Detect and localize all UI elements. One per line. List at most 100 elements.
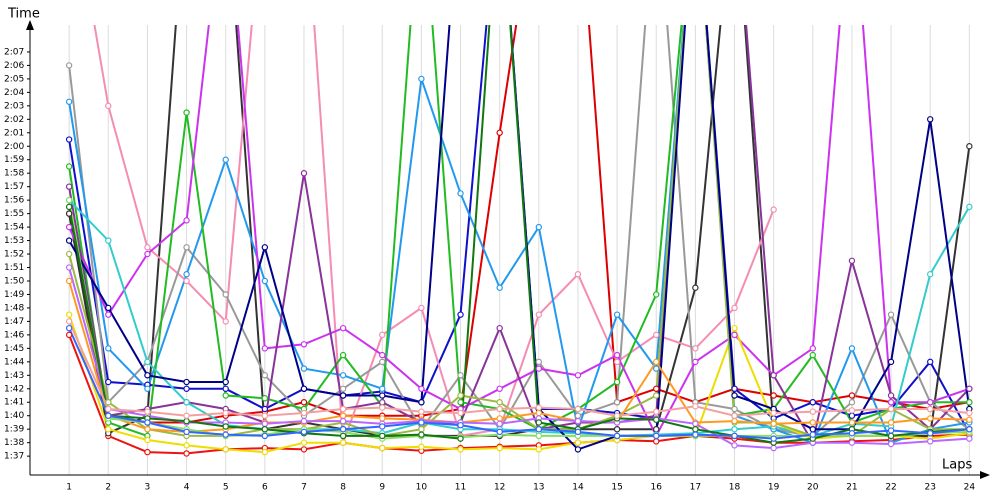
point <box>418 304 425 312</box>
point <box>183 244 190 251</box>
point <box>809 351 816 359</box>
point <box>613 351 621 359</box>
point <box>418 408 425 415</box>
point <box>731 412 738 419</box>
point <box>65 331 73 339</box>
point <box>770 206 777 213</box>
point <box>692 431 699 438</box>
point <box>887 405 895 413</box>
point <box>613 311 621 318</box>
point <box>535 432 543 440</box>
point <box>927 358 934 366</box>
point <box>300 170 308 177</box>
point <box>496 284 503 291</box>
y-tick-label: 1:37 <box>4 452 24 462</box>
y-tick-label: 1:39 <box>4 425 24 435</box>
x-tick-label: 3 <box>145 483 151 493</box>
point <box>927 438 934 445</box>
point <box>966 143 973 150</box>
y-tick-label: 1:57 <box>4 182 24 192</box>
point <box>339 405 347 413</box>
series-line <box>68 314 970 454</box>
x-axis-arrow <box>980 471 990 479</box>
point <box>848 407 856 414</box>
point <box>65 318 73 325</box>
point <box>65 183 73 190</box>
point <box>65 203 73 211</box>
point <box>887 427 895 434</box>
point <box>653 425 660 433</box>
point <box>222 318 229 325</box>
point <box>261 372 269 379</box>
point <box>339 385 347 392</box>
x-tick-label: 19 <box>768 483 780 493</box>
point <box>653 365 660 372</box>
y-tick-label: 2:00 <box>4 142 24 152</box>
point <box>966 203 973 211</box>
y-tick-label: 2:02 <box>4 115 24 125</box>
point <box>613 425 621 433</box>
point <box>731 331 738 339</box>
series-line <box>68 267 970 450</box>
y-tick-label: 1:48 <box>4 303 24 313</box>
point <box>457 399 464 406</box>
point <box>261 405 269 413</box>
point <box>261 395 269 402</box>
point <box>535 446 543 453</box>
point <box>261 345 269 352</box>
point <box>418 443 425 450</box>
point <box>613 432 621 440</box>
x-tick-label: 15 <box>611 483 622 493</box>
point <box>65 311 73 318</box>
point <box>418 385 425 392</box>
x-tick-label: 20 <box>807 483 819 493</box>
y-axis-label: Time <box>7 7 40 22</box>
point <box>105 345 112 352</box>
point <box>731 392 738 399</box>
y-tick-label: 1:56 <box>4 196 24 206</box>
point <box>144 419 151 426</box>
point <box>105 311 112 318</box>
x-tick-label: 21 <box>846 483 857 493</box>
point <box>300 446 308 453</box>
y-tick-label: 1:55 <box>4 209 24 219</box>
point <box>144 372 151 379</box>
point <box>613 412 621 419</box>
point <box>731 405 738 413</box>
point <box>574 428 582 436</box>
point <box>300 385 308 392</box>
x-tick-label: 2 <box>105 483 111 493</box>
point <box>966 416 973 423</box>
point <box>261 420 269 428</box>
point <box>809 419 816 426</box>
point <box>144 436 151 444</box>
x-tick-label: 6 <box>262 483 268 493</box>
point <box>222 291 229 298</box>
point <box>848 412 856 419</box>
point <box>496 385 503 392</box>
point <box>379 392 386 399</box>
point <box>183 450 190 457</box>
point <box>144 425 151 433</box>
y-tick-label: 1:40 <box>4 411 24 421</box>
point <box>261 412 269 419</box>
point <box>144 244 151 251</box>
y-tick-label: 2:06 <box>4 61 24 71</box>
point <box>496 405 503 413</box>
y-tick-label: 1:42 <box>4 384 24 394</box>
y-tick-label: 1:44 <box>4 357 24 367</box>
point <box>809 425 816 433</box>
point <box>379 331 386 339</box>
point <box>418 431 425 438</box>
x-tick-label: 17 <box>690 483 701 493</box>
point <box>379 358 386 366</box>
point <box>222 378 229 386</box>
point <box>183 378 190 386</box>
point <box>848 399 856 406</box>
point <box>692 284 699 291</box>
point <box>261 425 269 433</box>
point <box>65 210 73 217</box>
point <box>927 399 934 406</box>
point <box>457 435 464 442</box>
x-tick-label: 24 <box>964 483 976 493</box>
